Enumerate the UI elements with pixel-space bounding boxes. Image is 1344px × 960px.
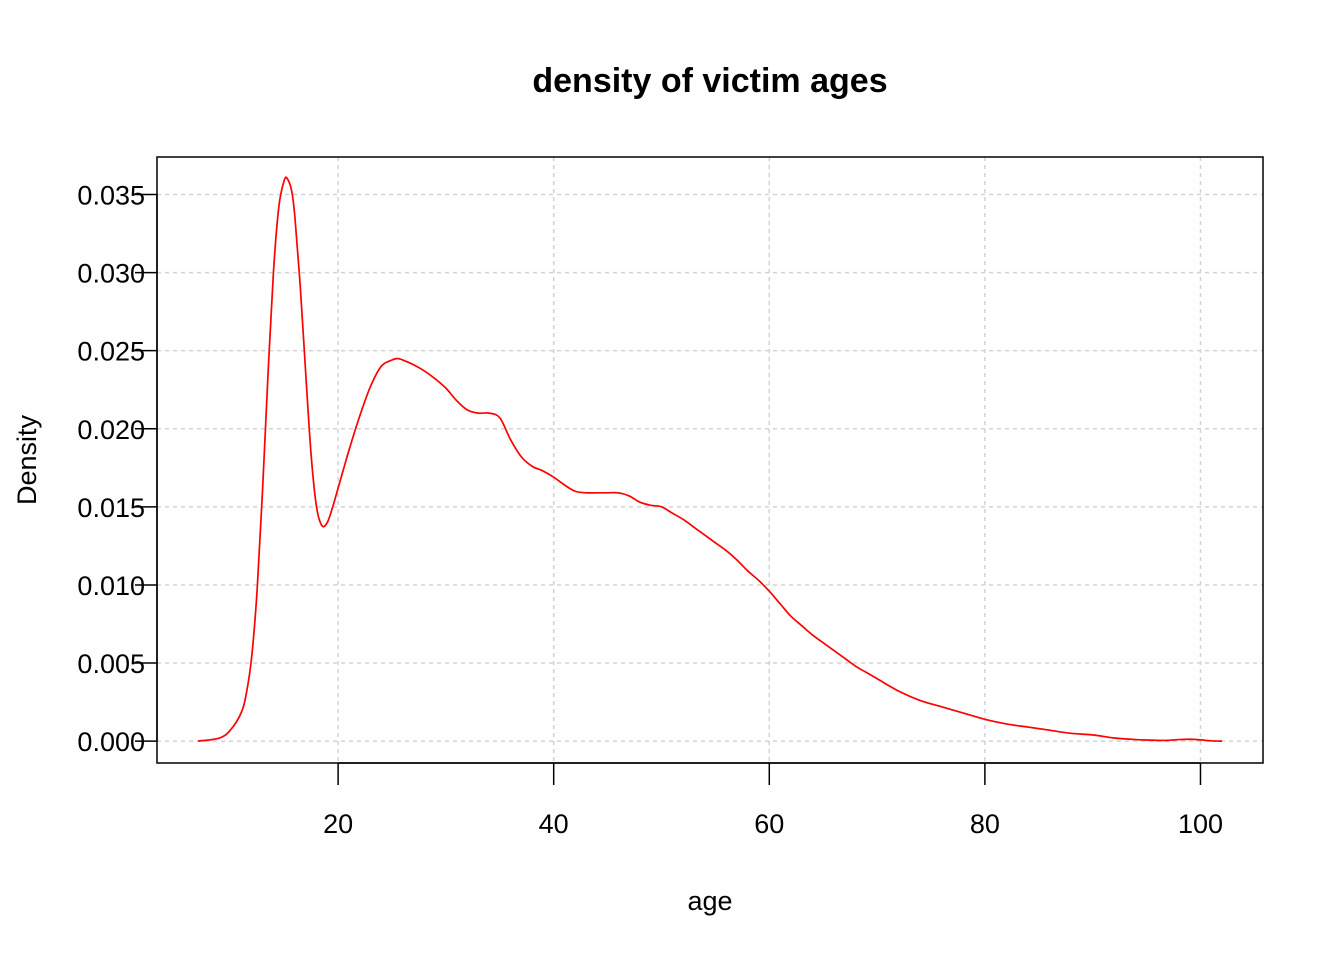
grid-lines xyxy=(157,157,1263,763)
y-tick-label-6: 0.030 xyxy=(77,259,145,289)
y-axis: 0.000 0.005 0.010 0.015 0.020 0.025 0.030 0.035 xyxy=(77,180,158,757)
x-tick-label-20: 20 xyxy=(323,809,353,839)
x-axis-label: age xyxy=(687,886,732,916)
y-tick-label-4: 0.020 xyxy=(77,415,145,445)
y-tick-label-7: 0.035 xyxy=(77,180,145,210)
plot-frame xyxy=(156,156,1264,764)
x-tick-label-40: 40 xyxy=(539,809,569,839)
x-axis: 20 40 60 80 100 xyxy=(323,762,1223,839)
y-tick-label-1: 0.005 xyxy=(77,649,145,679)
chart-title: density of victim ages xyxy=(532,62,887,100)
y-tick-label-0: 0.000 xyxy=(77,727,145,757)
y-tick-label-3: 0.015 xyxy=(77,493,145,523)
x-tick-label-100: 100 xyxy=(1178,809,1223,839)
y-axis-label: Density xyxy=(12,414,42,505)
x-tick-label-60: 60 xyxy=(754,809,784,839)
density-curve-group xyxy=(197,176,1223,742)
x-tick-label-80: 80 xyxy=(970,809,1000,839)
y-tick-label-2: 0.010 xyxy=(77,571,145,601)
y-tick-label-5: 0.025 xyxy=(77,337,145,367)
density-curve-series-0 xyxy=(197,176,1223,742)
